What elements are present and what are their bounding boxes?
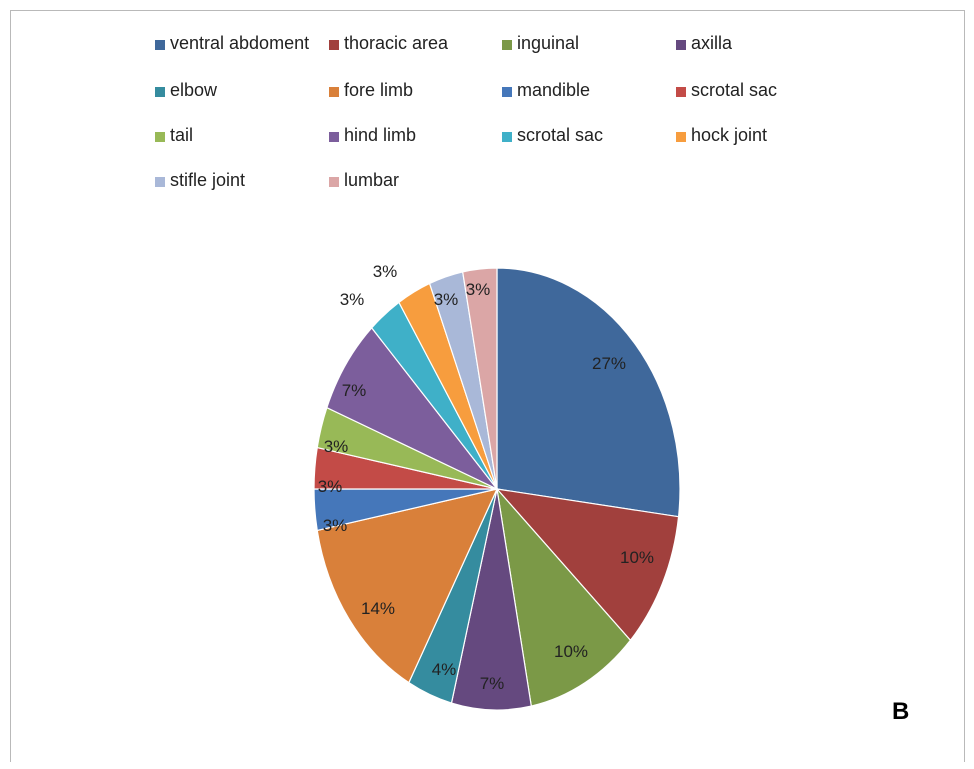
legend-swatch (329, 132, 339, 142)
legend-item: mandible (502, 80, 590, 100)
legend-item: fore limb (329, 80, 413, 100)
legend-label: fore limb (344, 80, 413, 100)
pie-slice (496, 487, 632, 707)
pie-slice (495, 488, 680, 642)
legend-swatch (155, 87, 165, 97)
legend-item: stifle joint (155, 170, 245, 190)
legend-label: tail (170, 125, 193, 145)
legend-swatch (502, 40, 512, 50)
legend-item: scrotal sac (502, 125, 603, 145)
legend-label: scrotal sac (517, 125, 603, 145)
data-label: 3% (434, 290, 459, 309)
legend-label: stifle joint (170, 170, 245, 190)
pie-slice (316, 488, 499, 684)
data-label: 14% (361, 599, 395, 618)
legend-item: hind limb (329, 125, 416, 145)
legend-item: lumbar (329, 170, 399, 190)
legend-label: inguinal (517, 33, 579, 53)
legend-label: mandible (517, 80, 590, 100)
panel-label: B (892, 698, 910, 725)
legend-label: elbow (170, 80, 218, 100)
data-label: 3% (318, 477, 343, 496)
data-labels: 27% 10% 10% 7% 4% 14% 3% 3% 3% 7% 3% 3% 3% 3% (318, 262, 654, 693)
legend-swatch (676, 87, 686, 97)
data-label: 4% (432, 660, 457, 679)
pie-slice (496, 267, 681, 518)
data-label: 7% (342, 381, 367, 400)
data-label: 3% (324, 437, 349, 456)
legend-label: scrotal sac (691, 80, 777, 100)
legend-item: hock joint (676, 125, 767, 145)
legend: ventral abdoment thoracic area inguinal axi… (155, 33, 777, 190)
data-label: 7% (480, 674, 505, 693)
legend-swatch (676, 132, 686, 142)
legend-swatch (155, 177, 165, 187)
legend-label: ventral abdoment (170, 33, 309, 53)
legend-label: lumbar (344, 170, 399, 190)
legend-label: axilla (691, 33, 733, 53)
legend-item: inguinal (502, 33, 579, 53)
data-label: 3% (340, 290, 365, 309)
data-label: 27% (592, 354, 626, 373)
data-label: 10% (620, 548, 654, 567)
data-label: 3% (323, 516, 348, 535)
legend-swatch (329, 40, 339, 50)
legend-item: ventral abdoment (155, 33, 309, 53)
legend-item: scrotal sac (676, 80, 777, 100)
pie-slice (462, 267, 498, 490)
legend-swatch (329, 87, 339, 97)
data-label: 10% (554, 642, 588, 661)
legend-label: thoracic area (344, 33, 449, 53)
legend-swatch (502, 87, 512, 97)
legend-label: hind limb (344, 125, 416, 145)
legend-swatch (502, 132, 512, 142)
legend-label: hock joint (691, 125, 767, 145)
data-label: 3% (373, 262, 398, 281)
legend-item: elbow (155, 80, 218, 100)
legend-item: axilla (676, 33, 733, 53)
legend-swatch (676, 40, 686, 50)
legend-item: thoracic area (329, 33, 449, 53)
legend-item: tail (155, 125, 193, 145)
legend-swatch (329, 177, 339, 187)
legend-swatch (155, 40, 165, 50)
pie-slices (313, 267, 681, 711)
data-label: 3% (466, 280, 491, 299)
legend-swatch (155, 132, 165, 142)
